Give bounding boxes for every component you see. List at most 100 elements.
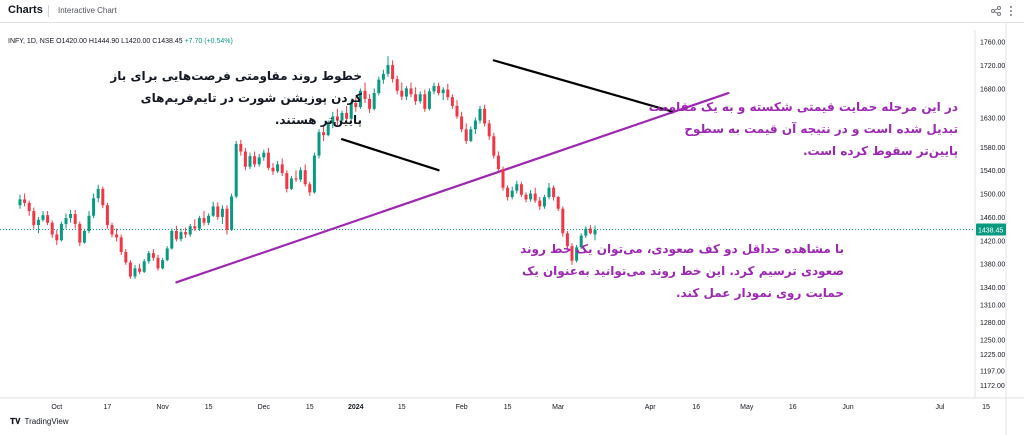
x-tick-label: Feb	[456, 404, 468, 411]
candle	[358, 88, 362, 109]
candle	[533, 187, 537, 203]
share-icon[interactable]	[991, 6, 1001, 16]
candle	[289, 176, 293, 191]
candle-body	[386, 65, 390, 74]
candle	[188, 223, 192, 237]
candle-body	[257, 157, 261, 165]
vertical-dots-icon[interactable]	[1008, 5, 1014, 17]
candle	[147, 250, 151, 264]
candle-body	[450, 97, 454, 106]
y-tick-label: 1580.00	[980, 145, 1005, 152]
candle	[179, 228, 183, 242]
candle	[128, 260, 132, 279]
candle	[78, 221, 82, 247]
candle-body	[96, 188, 100, 199]
candle-body	[588, 228, 592, 234]
candle-body	[124, 251, 128, 263]
candle-body	[565, 233, 569, 247]
candle	[312, 152, 316, 194]
candle-body	[92, 198, 96, 216]
candle-body	[36, 219, 40, 226]
candle-body	[556, 197, 560, 209]
candle-body	[202, 218, 206, 223]
candle-body	[363, 90, 367, 99]
candle-body	[142, 261, 146, 272]
x-tick-label: Jul	[936, 404, 945, 411]
brand-title: Charts	[8, 4, 43, 16]
candle-body	[404, 88, 408, 97]
x-tick-label: Dec	[258, 404, 271, 411]
candle-body	[174, 230, 178, 240]
candle-body	[156, 257, 160, 269]
candle	[506, 185, 510, 201]
candle-body	[575, 247, 579, 261]
candle-body	[230, 196, 234, 230]
candle	[469, 126, 473, 143]
candle-body	[552, 187, 556, 198]
candle	[276, 160, 280, 174]
candle-body	[524, 194, 528, 200]
candle	[27, 200, 31, 216]
candle-body	[455, 105, 459, 117]
candle	[55, 229, 59, 245]
legend-ohlc: O1420.00 H1444.90 L1420.00 C1438.45	[56, 38, 183, 45]
price-chart[interactable]: 1760.00 1720.00 1680.00 1630.00 1580.00 1540.…	[0, 22, 1024, 435]
candle-body	[73, 214, 77, 224]
x-tick-label: 16	[789, 404, 797, 411]
candle	[354, 97, 358, 112]
tradingview-logo[interactable]: 𝐓𝐕 TradingView	[10, 417, 69, 427]
chart-subtitle: Interactive Chart	[58, 6, 117, 15]
candle	[584, 226, 588, 238]
y-tick-label: 1225.00	[980, 352, 1005, 359]
candle-body	[423, 94, 427, 109]
candle-body	[239, 143, 243, 152]
candle-body	[248, 156, 252, 167]
candle	[345, 105, 349, 124]
candle-body	[496, 155, 500, 170]
candle	[460, 111, 464, 133]
candle	[248, 152, 252, 170]
candle-body	[464, 129, 468, 141]
x-tick-label: 15	[306, 404, 314, 411]
candle	[377, 76, 381, 96]
candle	[151, 249, 155, 261]
annotation-uptrend-line: با مشاهده حداقل دو کف صعودی، می‌توان یک …	[520, 242, 844, 300]
legend-change: +7.70 (+0.54%)	[184, 38, 233, 45]
y-tick-label: 1250.00	[980, 338, 1005, 345]
candle-body	[138, 268, 142, 272]
top-bar: Charts Interactive Chart	[0, 0, 1024, 23]
candle-body	[115, 234, 119, 238]
candle	[326, 120, 330, 137]
candle	[59, 221, 63, 242]
y-tick-label: 1630.00	[980, 116, 1005, 123]
candle	[427, 88, 431, 111]
candle-body	[193, 226, 197, 229]
candle	[193, 219, 197, 231]
candle	[552, 185, 556, 201]
candle-body	[312, 155, 316, 193]
candle	[432, 82, 436, 95]
candle-body	[59, 223, 63, 241]
y-tick-label: 1420.00	[980, 238, 1005, 245]
candle	[96, 184, 100, 203]
candle-body	[326, 123, 330, 136]
candle	[395, 75, 399, 95]
candle-body	[345, 112, 349, 119]
candle-body	[87, 215, 91, 231]
candle-body	[128, 262, 132, 277]
candle	[372, 88, 376, 111]
x-tick-label: 15	[205, 404, 213, 411]
x-tick-label: Jun	[842, 404, 853, 411]
candle	[211, 201, 215, 217]
candle-body	[46, 215, 50, 223]
candle-body	[529, 193, 533, 200]
candle	[82, 228, 86, 244]
candle-body	[409, 88, 413, 95]
candle-body	[27, 202, 31, 212]
candle-body	[133, 268, 137, 277]
candle	[409, 82, 413, 98]
candle	[50, 220, 54, 238]
candle	[515, 180, 519, 194]
candle	[368, 94, 372, 113]
candle	[308, 181, 312, 196]
